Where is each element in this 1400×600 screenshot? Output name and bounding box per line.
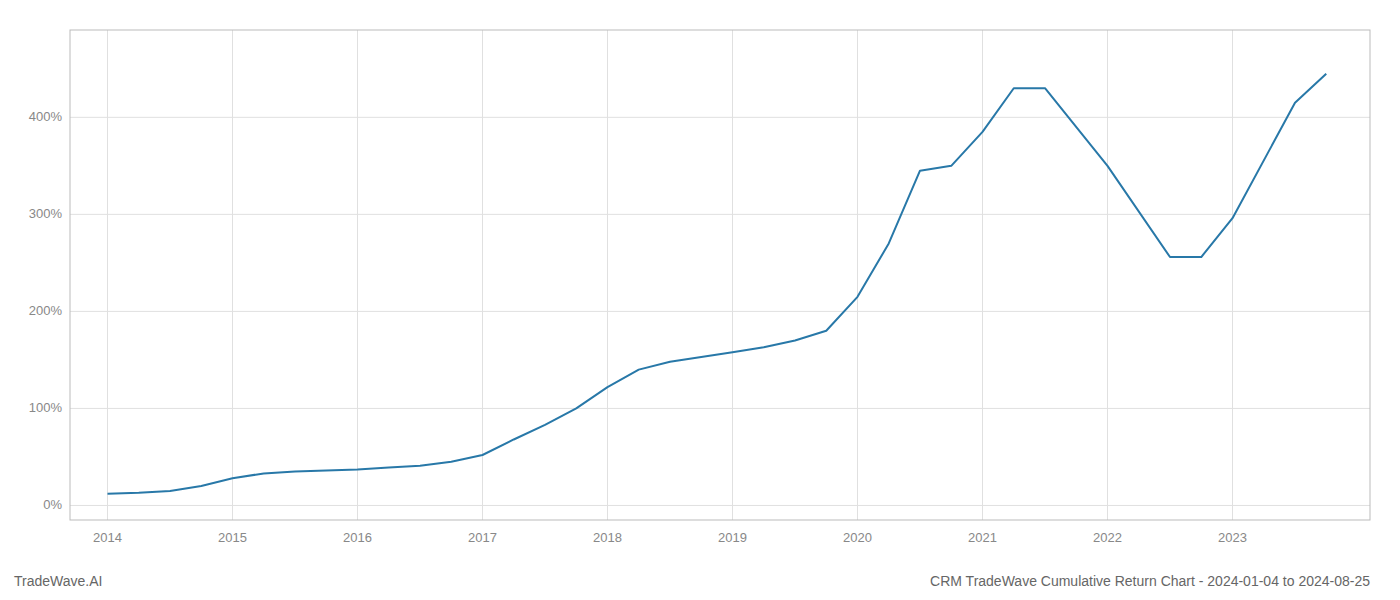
- x-grid-line: [357, 30, 358, 520]
- x-grid-line: [1232, 30, 1233, 520]
- x-tick-label: 2017: [468, 530, 497, 545]
- y-grid-line: [70, 408, 1370, 409]
- page: {"chart_data": {"type": "line", "title":…: [0, 0, 1400, 600]
- x-tick-label: 2018: [593, 530, 622, 545]
- x-tick-label: 2014: [93, 530, 122, 545]
- x-grid-line: [107, 30, 108, 520]
- watermark: TradeWave.AI: [14, 573, 102, 589]
- plot-frame: [70, 30, 1370, 520]
- x-tick-label: 2022: [1093, 530, 1122, 545]
- y-tick-label: 100%: [29, 400, 63, 415]
- series: [108, 74, 1327, 494]
- chart: 2014 2015 2016 2017 2018 2019 2020 2021 2022 2023…: [0, 0, 1400, 600]
- x-grid-line: [1107, 30, 1108, 520]
- return-line: [108, 74, 1327, 494]
- x-tick-label: 2020: [843, 530, 872, 545]
- x-grid-line: [732, 30, 733, 520]
- x-tick-label: 2016: [343, 530, 372, 545]
- x-grid-line: [607, 30, 608, 520]
- y-tick-label: 200%: [29, 303, 63, 318]
- x-grid-line: [232, 30, 233, 520]
- grid: [70, 30, 1370, 520]
- x-tick-label: 2021: [968, 530, 997, 545]
- x-tick-label: 2015: [218, 530, 247, 545]
- y-grid-line: [70, 505, 1370, 506]
- title: CRM TradeWave Cumulative Return Chart - …: [930, 573, 1370, 589]
- y-tick-label: 0%: [43, 497, 62, 512]
- y-grid-line: [70, 117, 1370, 118]
- y-grid-line: [70, 214, 1370, 215]
- x-grid-line: [982, 30, 983, 520]
- y-tick-label: 400%: [29, 109, 63, 124]
- tick-labels: 2014 2015 2016 2017 2018 2019 2020 2021 2022 2023…: [29, 109, 1247, 545]
- x-tick-label: 2019: [718, 530, 747, 545]
- y-grid-line: [70, 311, 1370, 312]
- y-tick-label: 300%: [29, 206, 63, 221]
- x-grid-line: [857, 30, 858, 520]
- x-grid-line: [482, 30, 483, 520]
- x-tick-label: 2023: [1218, 530, 1247, 545]
